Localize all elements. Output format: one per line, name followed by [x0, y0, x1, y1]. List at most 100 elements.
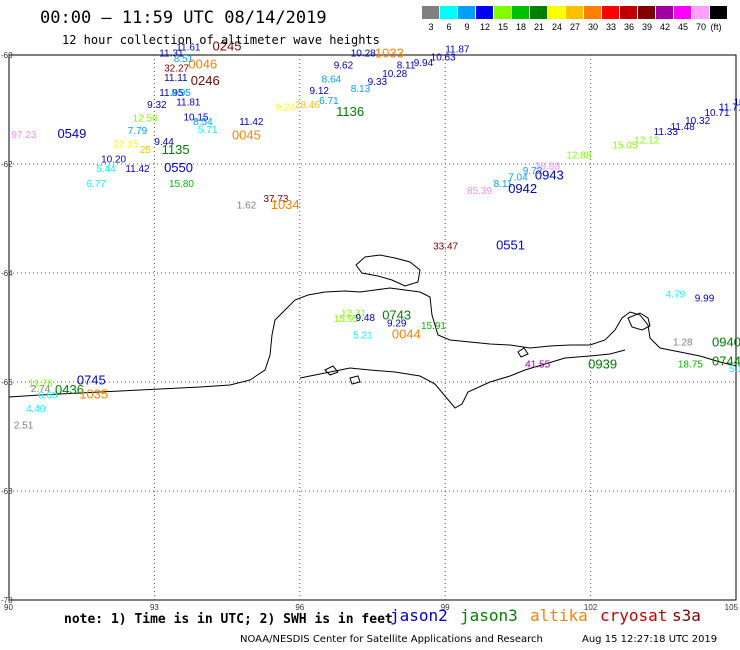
wave-height-value: 11.48: [671, 122, 696, 133]
scale-label: 3: [428, 22, 434, 32]
pass-time-label: 0943: [535, 167, 564, 182]
wave-height-value: 5.71: [198, 125, 218, 136]
scale-label: 15: [497, 22, 508, 32]
wave-height-value: 15.91: [421, 321, 446, 332]
wave-height-value: 10.32: [685, 116, 710, 127]
wave-height-value: 11.61: [176, 43, 201, 54]
pass-time-label: 0436: [55, 382, 84, 397]
wave-height-value: 11.95: [159, 88, 184, 99]
wave-height-value: 37.73: [263, 194, 288, 205]
lat-tick-label: -70: [1, 596, 13, 605]
scale-label: 21: [533, 22, 544, 32]
wave-height-value: 11.11: [164, 73, 188, 84]
lat-tick-label: -62: [1, 160, 13, 169]
scale-swatch: [656, 6, 673, 19]
footer-note: note: 1) Time is in UTC; 2) SWH is in fe…: [64, 612, 393, 627]
wave-height-value: 12.31: [341, 309, 366, 320]
pass-time-label: 1135: [162, 142, 190, 157]
scale-swatch: [476, 6, 493, 19]
wave-height-value: 8.64: [322, 74, 342, 85]
wave-height-value: 8.95: [171, 88, 191, 99]
pass-time-label: 0044: [392, 326, 421, 341]
wave-height-value: 9.62: [334, 61, 354, 72]
wave-height-value: 1.62: [237, 201, 257, 212]
footer-legend: note: 1) Time is in UTC; 2) SWH is in fe…: [0, 606, 740, 630]
wave-height-value: 7.79: [128, 126, 148, 137]
wave-height-value: 33.47: [433, 242, 458, 253]
wave-height-value: 97.23: [11, 130, 36, 141]
scale-label: 33: [605, 22, 616, 32]
wave-height-value: 11.81: [176, 98, 201, 109]
wave-height-value: 9.24: [276, 103, 296, 114]
scale-swatch: [602, 6, 619, 19]
scale-label: 12: [479, 22, 490, 32]
pass-time-label: 0939: [588, 356, 617, 371]
wave-height-value: 9.12: [309, 86, 329, 97]
wave-height-value: 6.60: [38, 390, 58, 401]
credit-line: NOAA/NESDIS Center for Satellite Applica…: [240, 634, 543, 645]
wave-height-value: 5.44: [96, 164, 116, 175]
pass-time-label: 1136: [336, 104, 364, 119]
legend-cryosat: cryosat: [600, 606, 668, 625]
scale-label: 6: [446, 22, 452, 32]
wave-height-value: 10.11: [734, 98, 740, 109]
pass-time-label: 1035: [79, 386, 108, 401]
island-small-1: [324, 365, 339, 376]
generation-timestamp: Aug 15 12:27:18 UTC 2019: [582, 634, 718, 645]
island-upper: [355, 254, 421, 287]
lat-tick-label: -64: [1, 269, 13, 278]
wave-height-value: 25: [140, 145, 152, 156]
wave-height-value: 11.33: [654, 127, 679, 138]
wave-height-value: 15.95: [334, 314, 359, 325]
wave-height-value: 6.77: [87, 179, 107, 190]
page-subtitle: 12 hour collection of altimeter wave hei…: [62, 33, 380, 47]
wave-height-value: 28.46: [295, 100, 320, 111]
pass-time-label: 0744: [712, 354, 740, 369]
scale-swatch: [512, 6, 529, 19]
pass-time-label: 0246: [191, 73, 220, 88]
scale-label: 36: [623, 22, 634, 32]
scale-swatch: [674, 6, 691, 19]
wave-height-value: 6.71: [319, 96, 339, 107]
island-right: [627, 312, 651, 331]
wave-height-value: 9.44: [154, 137, 174, 148]
lon-tick-label: 105: [725, 603, 739, 612]
scale-label: 24: [551, 22, 562, 32]
wave-height-value: 9.29: [387, 318, 407, 329]
scale-swatch: [566, 6, 583, 19]
scale-swatch: [440, 6, 457, 19]
wave-height-value: 11.42: [239, 117, 264, 128]
scale-swatch: [638, 6, 655, 19]
pass-time-label: 0551: [496, 238, 525, 253]
pass-time-label: 0743: [382, 307, 411, 322]
wave-height-value: 2.74: [31, 384, 51, 395]
pass-time-label: 0942: [508, 181, 537, 196]
scale-label: 9: [464, 22, 470, 32]
wave-height-value: 8.11: [397, 61, 416, 72]
legend-s3a: s3a: [672, 606, 701, 625]
island-small-3: [517, 347, 529, 358]
wave-height-value: 12.88: [566, 151, 591, 162]
legend-jason2: jason2: [390, 606, 448, 625]
pass-time-label: 0046: [188, 57, 217, 72]
wave-height-value: 1.28: [673, 337, 693, 348]
wave-height-value: 8.13: [351, 84, 371, 95]
wave-height-value: 11.71: [719, 103, 740, 114]
wave-height-value: 8.51: [174, 54, 194, 65]
wave-height-value: 41.55: [525, 359, 550, 370]
pass-time-label: 0745: [77, 373, 106, 388]
wave-height-value: 10.28: [351, 49, 376, 60]
scale-label: 30: [587, 22, 598, 32]
scale-swatch: [422, 6, 439, 19]
lon-tick-label: 93: [150, 603, 159, 612]
scale-swatch: [548, 6, 565, 19]
scale-swatch: [458, 6, 475, 19]
wave-height-value: 9.94: [414, 58, 434, 69]
wave-height-value: 10.63: [431, 52, 456, 63]
wave-height-value: 12.12: [634, 135, 659, 146]
scale-swatch: [692, 6, 709, 19]
wave-height-value: 8.11: [494, 179, 513, 190]
wave-height-value: 7.04: [508, 172, 528, 183]
